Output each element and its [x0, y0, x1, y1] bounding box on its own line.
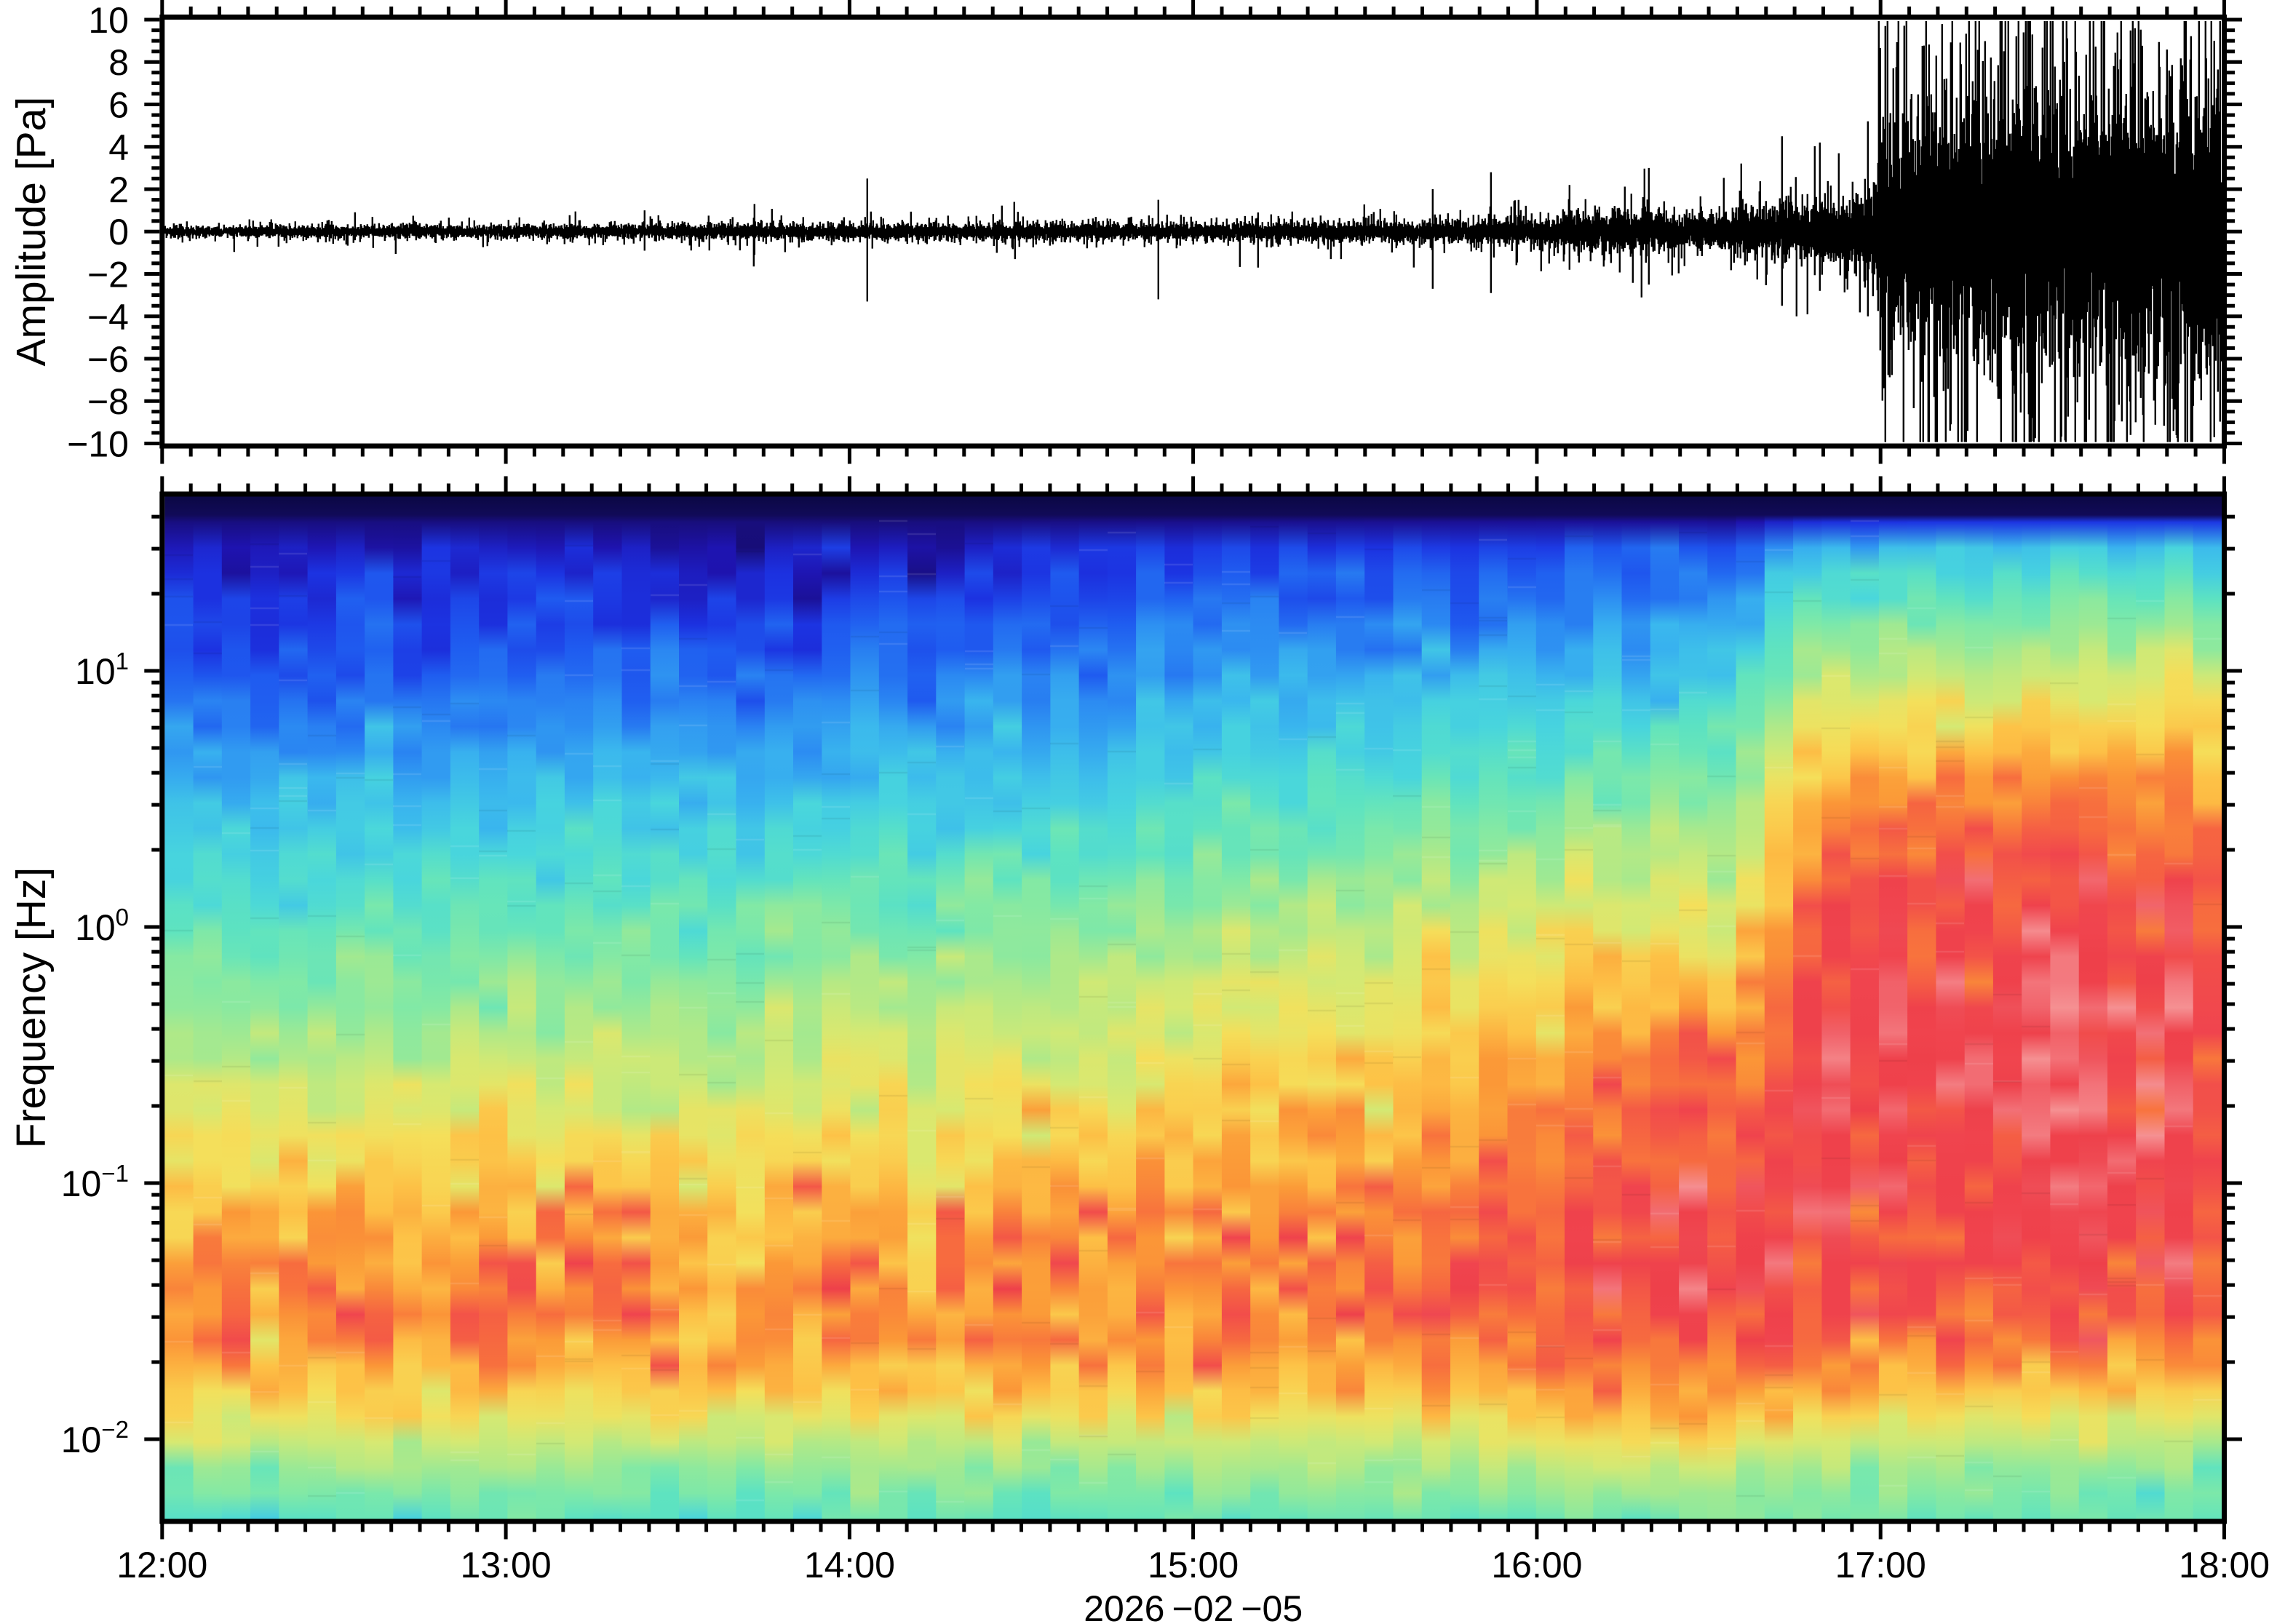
svg-text:−6: −6 [87, 339, 129, 380]
svg-text:0: 0 [108, 212, 129, 252]
svg-text:10: 10 [88, 0, 129, 41]
svg-text:−8: −8 [87, 381, 129, 422]
svg-text:Frequency [Hz]: Frequency [Hz] [8, 867, 55, 1148]
svg-text:4: 4 [108, 127, 129, 168]
svg-text:12:00: 12:00 [116, 1545, 207, 1585]
svg-text:100: 100 [75, 904, 129, 948]
svg-text:13:00: 13:00 [461, 1545, 552, 1585]
svg-text:8: 8 [108, 42, 129, 83]
svg-text:17:00: 17:00 [1835, 1545, 1926, 1585]
svg-text:6: 6 [108, 85, 129, 126]
svg-text:16:00: 16:00 [1491, 1545, 1582, 1585]
svg-text:2: 2 [108, 170, 129, 210]
svg-text:−10: −10 [67, 424, 129, 465]
svg-text:18:00: 18:00 [2179, 1545, 2269, 1585]
svg-text:15:00: 15:00 [1148, 1545, 1239, 1585]
svg-text:14:00: 14:00 [804, 1545, 895, 1585]
svg-text:−4: −4 [87, 297, 129, 338]
svg-text:2026 −02 −05: 2026 −02 −05 [1084, 1588, 1303, 1624]
svg-text:Amplitude [Pa]: Amplitude [Pa] [8, 97, 55, 367]
svg-text:−2: −2 [87, 255, 129, 295]
